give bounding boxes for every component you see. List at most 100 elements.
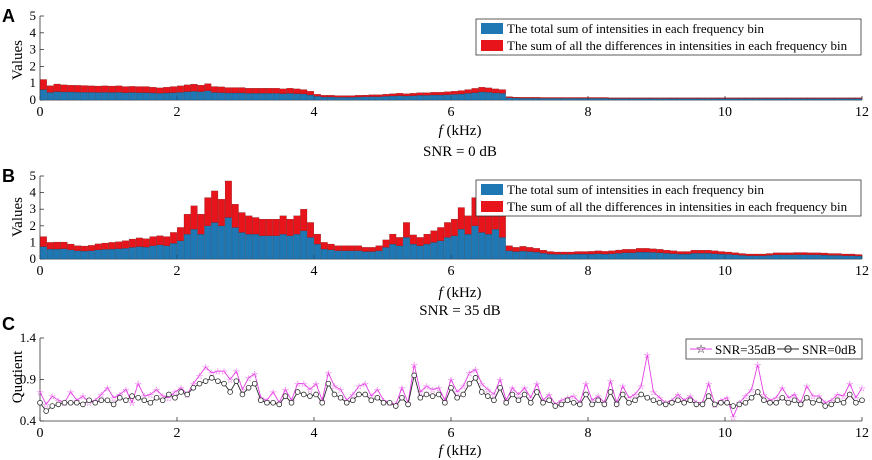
bar-total	[807, 254, 815, 260]
point-snr0	[472, 375, 479, 381]
bar-diff	[430, 92, 438, 96]
x-tick-label: 2	[174, 264, 181, 279]
x-tick-label: 8	[585, 105, 592, 120]
bar-total	[546, 98, 554, 101]
point-snr35: ☆	[422, 383, 430, 393]
y-tick-label: 3	[30, 42, 37, 57]
bar-total	[197, 233, 205, 260]
bar-diff	[135, 86, 143, 93]
point-snr0	[288, 399, 295, 406]
point-snr35: ☆	[729, 413, 737, 423]
bar-diff	[574, 251, 582, 255]
bar-total	[855, 98, 862, 101]
point-snr0	[650, 397, 657, 404]
bar-diff	[670, 97, 678, 99]
point-snr35: ☆	[48, 393, 56, 403]
x-tick-label: 10	[718, 264, 732, 279]
point-snr35: ☆	[202, 364, 210, 374]
x-tick-label: 12	[855, 426, 869, 441]
point-snr0	[270, 399, 276, 406]
point-snr35: ☆	[220, 368, 228, 378]
bar-total	[87, 92, 95, 101]
point-snr0	[215, 378, 221, 384]
bar-diff	[389, 93, 397, 97]
point-snr35: ☆	[459, 383, 467, 393]
bar-diff	[115, 85, 123, 93]
point-snr0	[411, 372, 417, 379]
bar-total	[670, 98, 678, 101]
point-snr0	[202, 378, 209, 384]
y-tick-label: 2	[30, 58, 37, 73]
point-snr0	[466, 380, 473, 387]
bar-total	[218, 92, 225, 101]
bar-total	[608, 98, 616, 101]
point-snr0	[374, 394, 381, 401]
point-snr35: ☆	[294, 380, 302, 390]
point-snr35: ☆	[97, 391, 105, 401]
point-snr0	[577, 401, 583, 408]
bar-total	[601, 98, 609, 101]
bar-diff	[855, 254, 862, 257]
y-tick-label: 2	[30, 218, 37, 233]
bar-total	[498, 93, 506, 101]
bar-diff	[800, 252, 808, 255]
bar-total	[512, 97, 520, 101]
point-snr35: ☆	[361, 380, 369, 390]
point-snr35: ☆	[754, 361, 762, 371]
bar-diff	[108, 242, 116, 250]
point-snr35: ☆	[778, 384, 786, 394]
bar-diff	[101, 85, 109, 93]
legend-box-c	[685, 338, 863, 360]
bar-diff	[656, 97, 664, 99]
bar-total	[135, 246, 143, 260]
point-snr35: ☆	[643, 351, 651, 361]
bar-total	[156, 244, 164, 260]
bar-total	[74, 91, 82, 101]
bar-total	[731, 98, 739, 101]
bar-diff	[389, 233, 397, 245]
bar-diff	[594, 250, 602, 254]
point-snr0	[251, 380, 258, 387]
bar-diff	[560, 97, 568, 99]
bar-total	[300, 230, 308, 260]
bar-total	[752, 255, 760, 260]
bar-diff	[553, 97, 561, 99]
point-snr35: ☆	[171, 388, 179, 398]
bar-total	[53, 248, 61, 260]
x-tick-label: 4	[311, 426, 318, 441]
y-tick-label: 5	[30, 168, 37, 183]
bar-diff	[731, 97, 739, 99]
bar-diff	[512, 97, 520, 99]
point-snr35: ☆	[723, 394, 731, 404]
point-snr0	[767, 399, 773, 406]
point-snr35: ☆	[453, 388, 461, 398]
point-snr0	[834, 397, 841, 404]
legend-label-diff-a: The sum of all the differences in intens…	[507, 38, 848, 53]
bar-diff	[505, 96, 513, 98]
point-snr0	[37, 399, 43, 406]
bar-total	[725, 254, 732, 260]
point-snr35: ☆	[281, 386, 289, 396]
bar-diff	[375, 94, 383, 97]
bar-total	[588, 253, 595, 260]
bar-total	[731, 254, 739, 260]
bar-total	[375, 96, 383, 101]
bar-total	[183, 233, 191, 260]
point-snr0	[785, 399, 792, 406]
bar-total	[67, 249, 75, 260]
point-snr0	[644, 394, 651, 401]
bar-diff	[108, 85, 116, 93]
bar-diff	[286, 88, 294, 94]
bar-total	[341, 97, 349, 101]
bar-diff	[266, 88, 273, 94]
bar-diff	[841, 97, 849, 99]
bar-total	[451, 94, 458, 101]
bar-diff	[197, 214, 205, 235]
bar-total	[683, 253, 691, 260]
bar-total	[820, 98, 828, 101]
point-snr35: ☆	[858, 384, 866, 394]
bar-diff	[786, 97, 794, 99]
bar-total	[574, 98, 582, 101]
